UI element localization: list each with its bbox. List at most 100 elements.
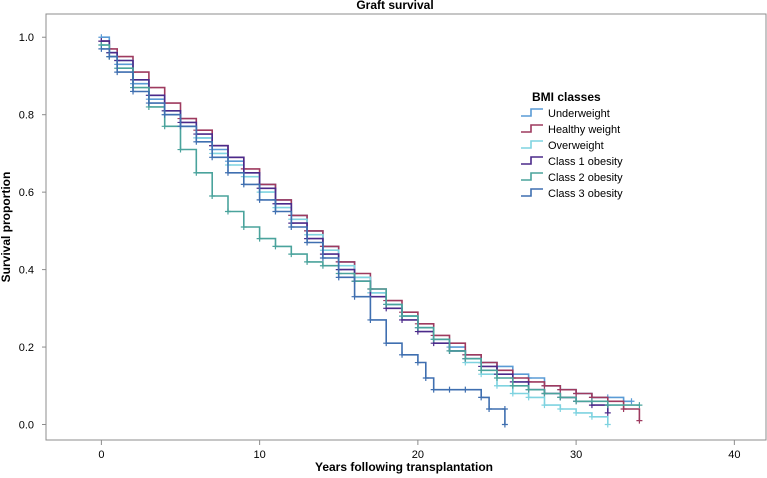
censor-mark [288, 251, 295, 258]
censor-mark [414, 359, 421, 366]
censor-mark [493, 382, 500, 389]
censor-mark [446, 347, 453, 354]
x-axis-title: Years following transplantation [315, 460, 493, 474]
censor-mark [604, 402, 611, 409]
chart-title: Graft survival [356, 0, 433, 12]
y-tick-label: 0.4 [19, 265, 34, 277]
censor-mark [573, 398, 580, 405]
censor-marks-5 [98, 41, 643, 409]
y-tick-label: 0.0 [19, 420, 34, 432]
x-tick-label: 40 [728, 449, 740, 461]
x-tick-label: 10 [254, 449, 266, 461]
censor-mark [319, 262, 326, 269]
censor-mark [240, 224, 247, 230]
censor-mark [573, 390, 580, 397]
censor-mark [304, 258, 311, 265]
censor-mark [193, 169, 200, 176]
censor-mark [588, 398, 595, 405]
censor-mark [557, 406, 564, 413]
censor-mark [462, 355, 469, 362]
censor-mark [430, 336, 437, 343]
censor-mark [367, 285, 374, 292]
y-tick-label: 0.2 [19, 342, 34, 354]
series-line-6 [101, 48, 506, 425]
censor-mark [399, 313, 406, 320]
legend-label-5: Class 2 obesity [548, 172, 623, 184]
x-tick-label: 0 [98, 449, 104, 461]
series-line-4 [101, 40, 609, 413]
censor-mark [541, 382, 548, 389]
censor-mark [478, 394, 485, 401]
tick-layer: 0 10 20 30 40 0.0 0.2 0.4 0.6 0.8 1.0 [19, 32, 741, 461]
censor-marks-6 [98, 45, 508, 428]
x-tick-label: 20 [412, 449, 424, 461]
legend-swatch-5 [521, 172, 543, 181]
legend-label-1: Underweight [548, 108, 610, 120]
censor-mark [399, 351, 406, 358]
censor-mark [636, 417, 643, 424]
censor-mark [509, 390, 516, 397]
censor-mark [224, 169, 231, 176]
censor-mark [209, 193, 216, 200]
legend-swatch-3 [521, 140, 543, 149]
censor-mark [193, 138, 200, 145]
censor-mark [304, 239, 311, 246]
censor-mark [145, 100, 152, 107]
legend-title: BMI classes [532, 90, 601, 104]
censor-mark [288, 224, 295, 230]
censor-mark [620, 406, 627, 413]
censor-mark [177, 146, 184, 153]
censor-mark [161, 123, 168, 130]
censor-mark [383, 301, 390, 308]
legend-swatch-4 [521, 156, 543, 165]
censor-mark [177, 123, 184, 130]
censor-mark [422, 375, 429, 382]
censor-mark [509, 382, 516, 389]
censor-mark [106, 53, 113, 60]
censor-mark [224, 208, 231, 215]
censor-mark [319, 254, 326, 261]
censor-mark [628, 398, 635, 405]
legend-label-6: Class 3 obesity [548, 188, 623, 200]
censor-mark [98, 45, 105, 52]
censor-mark [414, 324, 421, 331]
censor-mark [486, 406, 493, 413]
censor-mark [383, 340, 390, 347]
y-axis-title: Survival proportion [0, 172, 13, 283]
censor-mark [478, 367, 485, 374]
legend: BMI classes Underweight Healthy weight Ove… [521, 90, 623, 200]
censor-mark [541, 390, 548, 397]
legend-swatch-6 [521, 188, 543, 197]
censor-mark [557, 386, 564, 393]
legend-label-4: Class 1 obesity [548, 156, 623, 168]
series-layer [98, 34, 643, 428]
censor-mark [541, 402, 548, 409]
censor-mark [335, 274, 342, 281]
censor-mark [209, 154, 216, 161]
censor-mark [351, 293, 358, 300]
censor-mark [557, 394, 564, 401]
censor-mark [130, 88, 137, 95]
censor-mark [256, 235, 263, 242]
censor-mark [462, 386, 469, 393]
y-tick-label: 0.8 [19, 110, 34, 122]
censor-mark [240, 181, 247, 188]
censor-mark [588, 413, 595, 420]
censor-mark [573, 409, 580, 416]
censor-mark [501, 406, 508, 413]
censor-mark [272, 243, 279, 250]
censor-mark [501, 421, 508, 428]
legend-swatch-2 [521, 124, 543, 133]
censor-mark [525, 386, 532, 393]
censor-mark [604, 421, 611, 428]
y-tick-label: 1.0 [19, 32, 34, 44]
censor-mark [430, 386, 437, 393]
censor-mark [161, 111, 168, 118]
censor-mark [367, 316, 374, 323]
censor-mark [272, 208, 279, 215]
censor-mark [636, 402, 643, 409]
legend-label-2: Healthy weight [548, 124, 620, 136]
legend-swatch-1 [521, 108, 543, 117]
